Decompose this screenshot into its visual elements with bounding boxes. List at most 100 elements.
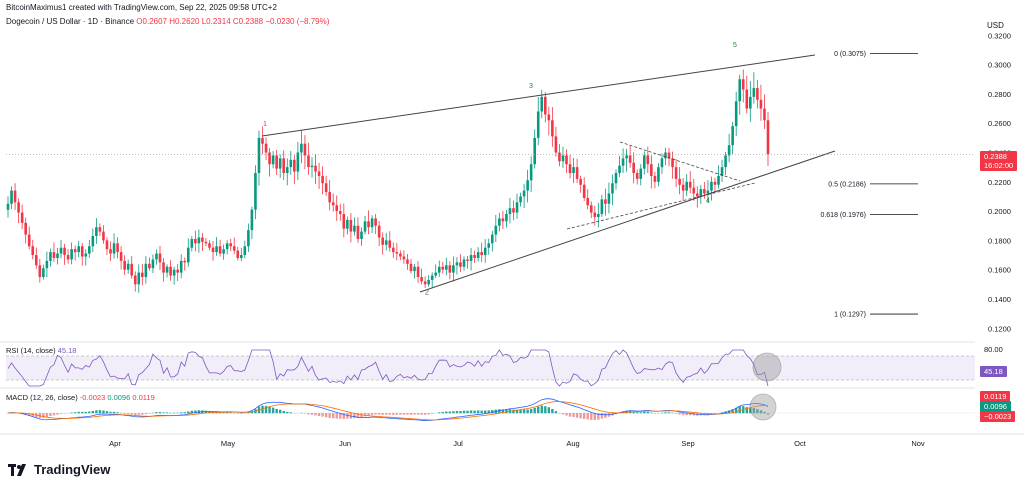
candle-body	[706, 190, 710, 194]
macd-histogram-bar	[604, 413, 607, 418]
candle-body	[324, 183, 328, 193]
macd-tag-1-value: 0.0119	[984, 392, 1007, 401]
macd-histogram-bar	[112, 411, 116, 414]
chart-header: BitcoinMaximus1 created with TradingView…	[6, 3, 277, 12]
macd-histogram-bar	[416, 413, 420, 415]
macd-histogram-bar	[430, 413, 434, 414]
candle-body	[218, 246, 222, 254]
candle-body	[109, 249, 112, 254]
macd-histogram-bar	[664, 412, 667, 414]
candle-body	[42, 268, 45, 278]
candle-body	[639, 168, 643, 179]
currency-label[interactable]: USD	[987, 21, 1004, 30]
countdown-value: 16:02:00	[984, 161, 1014, 170]
candle-body	[756, 88, 759, 100]
candle-body	[155, 253, 158, 260]
candle-body	[642, 155, 646, 169]
macd-histogram-bar	[261, 405, 264, 414]
macd-histogram-bar	[356, 413, 360, 419]
candle-body	[24, 222, 27, 235]
tradingview-logo-icon	[8, 463, 26, 476]
candle-body	[544, 96, 547, 115]
macd-histogram-bar	[95, 410, 98, 414]
macd-histogram-bar	[321, 413, 324, 417]
rsi-axis-value: 80.00	[984, 345, 1003, 354]
candle-body	[551, 120, 554, 137]
macd-histogram-bar	[498, 409, 501, 414]
macd-histogram-bar	[91, 410, 95, 414]
macd-histogram-bar	[134, 413, 137, 416]
wave-labels: 1 2 3 4 5	[263, 42, 737, 297]
candle-body	[95, 227, 98, 236]
candle-body	[169, 266, 172, 276]
candle-body	[335, 205, 339, 212]
candle-body	[678, 178, 681, 185]
macd-histogram-bar	[445, 411, 448, 414]
candle-body	[367, 221, 370, 228]
candle-body	[614, 173, 618, 184]
candle-body	[515, 202, 519, 213]
fib-level-label: 1 (0.1297)	[834, 312, 866, 319]
macd-histogram-bar	[466, 410, 469, 414]
candle-body	[434, 272, 438, 276]
macd-legend[interactable]: MACD (12, 26, close) -0.0023 0.0096 0.01…	[6, 393, 155, 402]
ohlc-close: C0.2388	[232, 17, 264, 26]
candle-body	[494, 225, 498, 235]
candle-body	[490, 234, 494, 244]
macd-histogram-bar	[646, 412, 650, 414]
macd-histogram-bar	[745, 407, 748, 414]
candle-body	[625, 155, 628, 159]
macd-highlight-circle	[749, 393, 777, 421]
macd-histogram-bar	[529, 408, 533, 414]
candle-body	[370, 218, 374, 228]
rsi-axis-label: 80.00	[980, 344, 1007, 355]
ohlc-low: L0.2314	[201, 17, 231, 26]
macd-line	[7, 398, 769, 421]
candle-body	[321, 175, 324, 184]
candle-body	[664, 152, 667, 159]
candle-body	[529, 164, 533, 181]
macd-histogram-bar	[402, 413, 406, 415]
macd-histogram-bar	[148, 413, 151, 414]
candle-body	[45, 260, 49, 269]
wave-label: 1	[263, 121, 267, 128]
wedge-upper-line	[261, 54, 816, 137]
macd-histogram-bar	[441, 411, 444, 414]
ohlc-open: O0.2607	[136, 17, 167, 26]
candle-body	[395, 252, 399, 254]
fib-levels: 0 (0.3075) 0.5 (0.2186) 0.618 (0.1976) 1 (0…	[820, 51, 918, 319]
macd-histogram-bar	[565, 413, 568, 416]
candle-body	[409, 263, 413, 272]
wave-label: 4	[706, 197, 710, 204]
macd-histogram-bar	[593, 413, 596, 421]
rsi-value: 45.18	[57, 346, 77, 355]
macd-histogram-bar	[512, 409, 515, 414]
candle-body	[487, 243, 491, 248]
macd-histogram-bar	[685, 413, 688, 416]
symbol-legend[interactable]: Dogecoin / US Dollar · 1D · Binance O0.2…	[6, 17, 329, 26]
y-tick-label: 0.2800	[988, 90, 1011, 99]
macd-histogram-bar	[353, 413, 356, 419]
macd-histogram-bar	[515, 409, 519, 414]
candle-body	[519, 196, 522, 203]
macd-histogram-bar	[155, 412, 158, 414]
macd-histogram-bar	[275, 408, 278, 414]
macd-histogram-bar	[476, 410, 480, 414]
candle-body	[388, 240, 392, 248]
macd-histogram-bar	[123, 413, 126, 414]
candle-body	[293, 159, 296, 172]
tradingview-logo[interactable]: TradingView	[8, 462, 110, 477]
candle-body	[600, 199, 604, 215]
x-axis: Apr May Jun Jul Aug Sep Oct Nov	[109, 439, 925, 448]
macd-tag-2-value: 0.0096	[984, 402, 1007, 411]
macd-histogram-bar	[681, 413, 685, 416]
macd-histogram-bar	[183, 412, 186, 414]
candle-body	[604, 199, 607, 204]
macd-histogram-bar	[469, 410, 473, 414]
macd-histogram-bar	[438, 412, 441, 414]
candle-body	[105, 240, 109, 250]
candle-body	[10, 190, 13, 204]
candle-body	[349, 219, 353, 232]
rsi-legend[interactable]: RSI (14, close) 45.18	[6, 346, 76, 355]
